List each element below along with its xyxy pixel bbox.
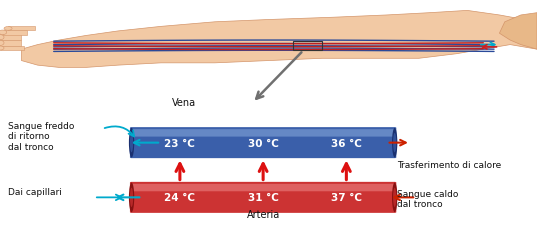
FancyBboxPatch shape [130,128,396,158]
Text: Dai capillari: Dai capillari [8,187,62,196]
Text: Trasferimento di calore: Trasferimento di calore [397,160,502,169]
Bar [293,42,322,51]
Ellipse shape [0,31,6,35]
Ellipse shape [393,133,396,153]
Text: 24 °C: 24 °C [164,192,195,202]
Polygon shape [3,31,27,36]
Text: 23 °C: 23 °C [164,138,195,148]
Ellipse shape [130,188,133,207]
Ellipse shape [0,47,4,51]
Ellipse shape [0,41,4,46]
Polygon shape [21,11,537,68]
Text: 36 °C: 36 °C [331,138,362,148]
Polygon shape [0,41,21,47]
Text: Vena: Vena [172,98,196,108]
Text: Sangue caldo
dal tronco: Sangue caldo dal tronco [397,189,459,208]
Text: Arteria: Arteria [246,209,280,219]
Ellipse shape [4,27,12,31]
Text: 30 °C: 30 °C [248,138,279,148]
Ellipse shape [129,183,134,212]
Ellipse shape [130,133,133,153]
Ellipse shape [0,35,4,41]
Text: Sangue freddo
di ritorno
dal tronco: Sangue freddo di ritorno dal tronco [8,121,75,151]
FancyBboxPatch shape [130,182,396,213]
Polygon shape [499,14,537,50]
Ellipse shape [392,183,397,212]
Polygon shape [8,27,35,31]
Text: 31 °C: 31 °C [248,192,279,202]
FancyBboxPatch shape [130,184,396,191]
Ellipse shape [129,128,134,158]
Polygon shape [0,35,21,41]
Ellipse shape [392,128,397,158]
Polygon shape [0,47,24,51]
FancyBboxPatch shape [130,130,396,137]
Ellipse shape [393,188,396,207]
Text: 37 °C: 37 °C [331,192,362,202]
